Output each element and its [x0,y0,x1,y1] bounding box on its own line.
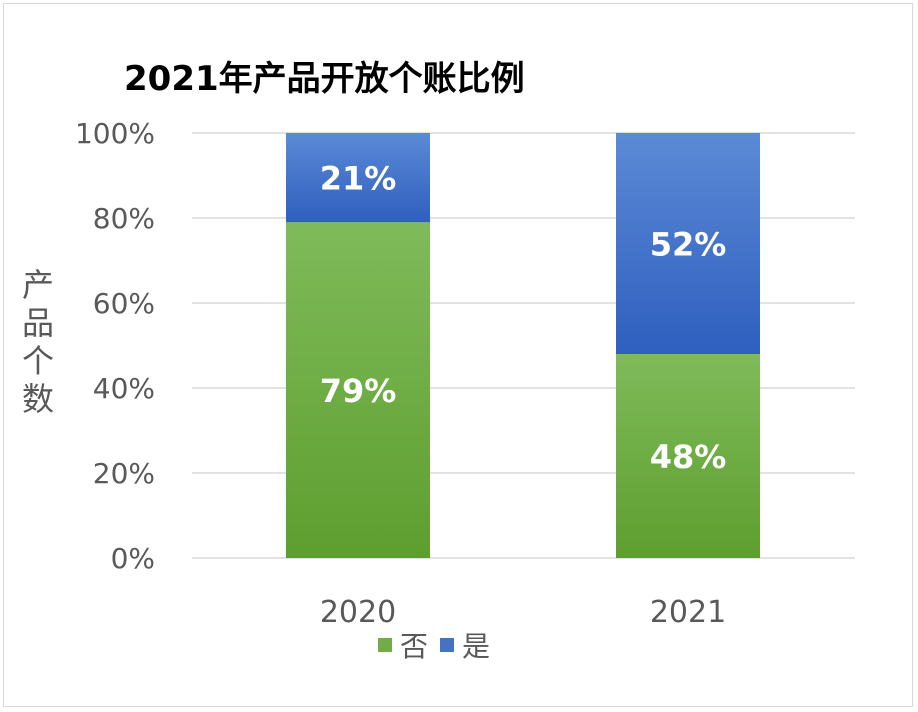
bar-no-2020 [286,222,430,558]
chart-title: 2021年产品开放个账比例 [124,59,525,99]
data-label: 21% [320,160,397,198]
chart-frame: 2021年产品开放个账比例 产品个数 [3,3,913,707]
data-label: 48% [650,438,727,476]
data-label: 52% [650,226,727,264]
x-tick-label: 2020 [320,595,396,630]
y-tick-label: 40% [93,372,155,405]
bar-no-2021 [616,354,760,558]
legend-swatch-yes [440,638,455,652]
legend-item-no: 否 [378,625,428,665]
legend-label-yes: 是 [462,630,491,663]
legend: 否 是 [378,625,490,665]
y-axis-label: 产品个数 [21,266,54,418]
y-tick-label: 20% [93,457,155,490]
data-label: 79% [320,372,397,410]
y-tick-label: 80% [93,202,155,235]
bar-yes-2021 [616,133,760,354]
y-tick-label: 60% [93,287,155,320]
x-tick-label: 2021 [650,595,726,630]
y-tick-label: 100% [75,117,155,150]
y-tick-label: 0% [111,542,155,575]
bar-yes-2020 [286,133,430,223]
legend-label-no: 否 [400,630,429,663]
legend-item-yes: 是 [440,625,490,665]
legend-swatch-no [378,638,392,652]
